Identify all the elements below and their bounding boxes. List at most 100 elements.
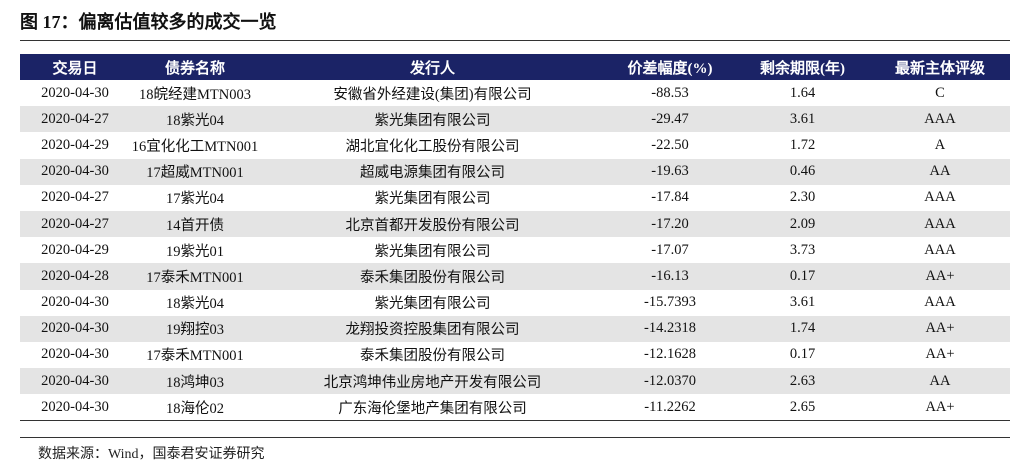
table-cell: AA+ — [870, 394, 1010, 422]
table-cell: AA+ — [870, 263, 1010, 290]
table-cell: -17.20 — [605, 210, 735, 238]
table-cell: 紫光集团有限公司 — [374, 296, 491, 313]
table-row: 2020-04-30 18紫光04 紫光集团有限公司 -15.7393 3.61 AAA — [20, 290, 1010, 316]
table-cell: 19紫光01 — [166, 243, 224, 260]
table-cell: AA+ — [925, 346, 955, 363]
table-row: 2020-04-28 17泰禾MTN001 泰禾集团股份有限公司 -16.13 0.17… — [20, 263, 1010, 290]
table-cell: 北京首都开发股份有限公司 — [260, 210, 605, 238]
table-cell: AA — [870, 368, 1010, 395]
table-cell: -14.2318 — [605, 315, 735, 342]
table-cell: 2.65 — [735, 394, 870, 422]
table-cell: 泰禾集团股份有限公司 — [360, 348, 505, 365]
table-cell: 超威电源集团有限公司 — [260, 158, 605, 185]
header-cell: 发行人 — [260, 54, 605, 80]
table-cell: 17超威MTN001 — [130, 158, 260, 185]
table-cell: 2020-04-27 — [20, 210, 130, 238]
table-row: 2020-04-30 18皖经建MTN003 安徽省外经建设(集团)有限公司 -88.… — [20, 80, 1010, 106]
table-cell: 2020-04-30 — [20, 315, 130, 342]
table-cell: 2020-04-29 — [41, 136, 109, 153]
table-row: 2020-04-29 19紫光01 紫光集团有限公司 -17.07 3.73 AAA — [20, 237, 1010, 263]
table-cell: 2020-04-27 — [41, 189, 109, 206]
source: 数据来源：Wind，国泰君安证券研究 — [38, 447, 265, 462]
table-cell: 1.64 — [789, 84, 816, 101]
table-cell: 18紫光04 — [130, 106, 260, 133]
table-cell: AAA — [870, 106, 1010, 133]
table-cell: AA+ — [870, 315, 1010, 342]
table-cell: AAA — [924, 241, 956, 258]
table-cell: A — [934, 136, 946, 153]
table-cell: C — [935, 84, 945, 101]
rule — [20, 437, 1010, 438]
table-cell: 17泰禾MTN001 — [146, 348, 244, 365]
table-row: 2020-04-30 17超威MTN001 超威电源集团有限公司 -19.63 0.46… — [20, 158, 1010, 185]
table-cell: 18紫光04 — [166, 296, 224, 313]
table-cell: 17泰禾MTN001 — [130, 263, 260, 290]
header-cell: 价差幅度(%) — [605, 54, 735, 80]
table-cell: AA — [870, 158, 1010, 185]
table-cell: 2020-04-29 — [41, 241, 109, 258]
table-cell: AAA — [924, 294, 956, 311]
header-row: 交易日 债券名称 发行人 价差幅度(%) 剩余期限(年) 最新主体评级 — [20, 54, 1010, 80]
table-cell: 龙翔投资控股集团有限公司 — [260, 315, 605, 342]
table-cell: -16.13 — [605, 263, 735, 290]
table-cell: 紫光集团有限公司 — [374, 243, 491, 260]
table-cell: -12.0370 — [605, 368, 735, 395]
table-cell: 2020-04-28 — [20, 263, 130, 290]
table-cell: AAA — [924, 189, 956, 206]
table-cell: 3.61 — [789, 294, 816, 311]
table-cell: 16宜化化工MTN001 — [131, 138, 259, 155]
header-cell: 交易日 — [20, 54, 130, 80]
table-cell: 2020-04-30 — [20, 394, 130, 422]
table-cell: 17紫光04 — [166, 191, 224, 208]
table-cell: 19翔控03 — [130, 315, 260, 342]
table-row: 2020-04-27 17紫光04 紫光集团有限公司 -17.84 2.30 AAA — [20, 185, 1010, 211]
table-cell: 紫光集团有限公司 — [260, 106, 605, 133]
table-cell: 18皖经建MTN003 — [139, 86, 251, 103]
table-cell: 2020-04-30 — [20, 368, 130, 395]
table-row: 2020-04-29 16宜化化工MTN001 湖北宜化化工股份有限公司 -22.50… — [20, 132, 1010, 158]
table-cell: 2020-04-27 — [20, 106, 130, 133]
table-cell: -22.50 — [651, 136, 689, 153]
table-cell: 0.46 — [735, 158, 870, 185]
header-cell: 债券名称 — [130, 54, 260, 80]
table-cell: 安徽省外经建设(集团)有限公司 — [333, 86, 532, 103]
header-cell: 剩余期限(年) — [735, 54, 870, 80]
table-row: 2020-04-30 18海伦02 广东海伦堡地产集团有限公司 -11.2262 2.6… — [20, 394, 1010, 422]
table-cell: 2020-04-30 — [41, 294, 109, 311]
table-cell: 2.63 — [735, 368, 870, 395]
table-cell: 3.73 — [789, 241, 816, 258]
table-cell: -12.1628 — [644, 346, 696, 363]
table-cell: 0.17 — [735, 263, 870, 290]
table-body: 2020-04-30 18皖经建MTN003 安徽省外经建设(集团)有限公司 -88.… — [20, 80, 1010, 422]
table-cell: 0.17 — [789, 346, 816, 363]
table-row: 2020-04-30 19翔控03 龙翔投资控股集团有限公司 -14.2318 1.74… — [20, 315, 1010, 342]
title: 图 17：偏离估值较多的成交一览 — [20, 12, 277, 32]
table-cell: -88.53 — [651, 84, 689, 101]
table-cell: 泰禾集团股份有限公司 — [260, 263, 605, 290]
table-cell: -19.63 — [605, 158, 735, 185]
table-cell: 18鸿坤03 — [130, 368, 260, 395]
table-cell: 北京鸿坤伟业房地产开发有限公司 — [260, 368, 605, 395]
table-cell: 2020-04-30 — [41, 84, 109, 101]
table: 交易日 债券名称 发行人 价差幅度(%) 剩余期限(年) 最新主体评级 2020-04-3… — [20, 54, 1010, 422]
rule — [20, 40, 1010, 41]
table-cell: 3.61 — [735, 106, 870, 133]
table-cell: 2.30 — [789, 189, 816, 206]
table-cell: 2020-04-30 — [41, 346, 109, 363]
table-cell: 1.74 — [735, 315, 870, 342]
table-cell: 2020-04-30 — [20, 158, 130, 185]
table-cell: 14首开债 — [130, 210, 260, 238]
table-cell: 18海伦02 — [130, 394, 260, 422]
table-cell: 紫光集团有限公司 — [374, 191, 491, 208]
table-cell: 2.09 — [735, 210, 870, 238]
table-cell: 湖北宜化化工股份有限公司 — [345, 138, 520, 155]
table-row: 2020-04-27 14首开债 北京首都开发股份有限公司 -17.20 2.09 AAA — [20, 210, 1010, 238]
table-cell: -29.47 — [605, 106, 735, 133]
table-cell: -17.84 — [651, 189, 689, 206]
table-cell: AAA — [870, 210, 1010, 238]
table-cell: -17.07 — [651, 241, 689, 258]
table-row: 2020-04-30 17泰禾MTN001 泰禾集团股份有限公司 -12.1628 0.… — [20, 342, 1010, 368]
table-cell: -11.2262 — [605, 394, 735, 422]
table-cell: 广东海伦堡地产集团有限公司 — [260, 394, 605, 422]
